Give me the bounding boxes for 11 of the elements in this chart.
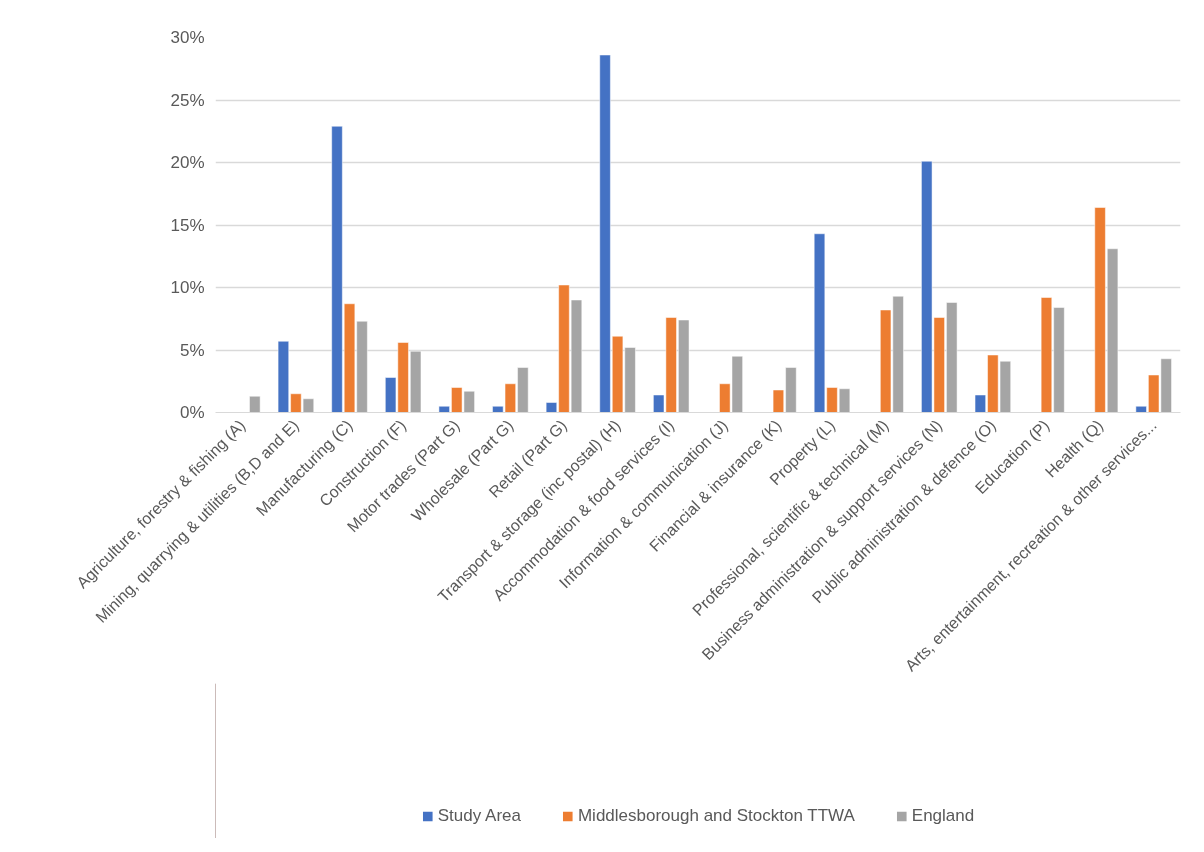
y-tick-label: 10% — [170, 278, 205, 297]
legend-label: England — [911, 806, 975, 826]
y-tick-label: 30% — [170, 28, 205, 47]
y-tick-label: 20% — [170, 153, 205, 172]
y-tick-label: 25% — [170, 90, 205, 110]
y-tick-label: 0% — [179, 403, 205, 422]
legend-label: Middlesborough and Stockton TTWA — [577, 806, 855, 826]
legend-label: Study Area — [437, 806, 521, 826]
bar — [249, 396, 261, 413]
y-tick-label: 5% — [179, 340, 205, 360]
y-tick-label: 15% — [170, 215, 205, 235]
